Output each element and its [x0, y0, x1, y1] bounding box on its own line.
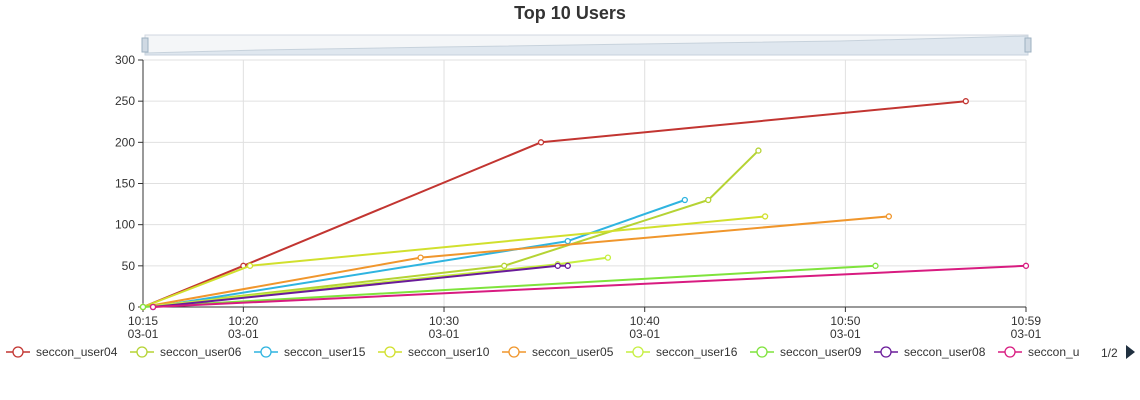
legend-marker-icon — [508, 346, 520, 358]
data-point[interactable] — [537, 139, 545, 146]
data-point[interactable] — [1022, 262, 1030, 269]
x-tick-label-time: 10:30 — [429, 314, 459, 328]
y-tick-label: 150 — [115, 177, 135, 191]
legend-pager: 1/2 — [1101, 345, 1135, 360]
legend-item[interactable]: seccon_user05 — [502, 345, 614, 359]
data-zoom-right-handle[interactable] — [1024, 37, 1032, 53]
legend-label: seccon_user16 — [656, 345, 738, 359]
legend-item[interactable]: seccon_user09 — [750, 345, 862, 359]
legend-item[interactable]: seccon_user06 — [130, 345, 242, 359]
x-tick-label-date: 03-01 — [228, 327, 259, 341]
y-tick-label: 0 — [128, 300, 135, 314]
data-point[interactable] — [872, 262, 879, 269]
x-tick-label-time: 10:50 — [830, 314, 860, 328]
data-point[interactable] — [681, 196, 688, 204]
data-point[interactable] — [149, 303, 157, 311]
legend-label: seccon_user10 — [408, 345, 490, 359]
data-zoom-overview-area — [144, 35, 1029, 56]
x-tick-label-time: 10:59 — [1011, 314, 1041, 328]
y-tick-label: 50 — [122, 259, 136, 273]
series-layer — [139, 98, 1030, 311]
data-point[interactable] — [962, 98, 969, 105]
y-tick-label: 300 — [115, 53, 135, 67]
data-zoom-slider[interactable] — [141, 34, 1032, 56]
legend-marker-icon — [880, 346, 892, 358]
legend-page-indicator: 1/2 — [1101, 346, 1118, 360]
series-seccon_user15 — [149, 196, 688, 311]
x-tick-label-date: 03-01 — [429, 327, 460, 341]
x-tick-label-date: 03-01 — [629, 327, 660, 341]
data-point[interactable] — [564, 237, 571, 245]
chart-title: Top 10 Users — [514, 3, 626, 23]
y-tick-label: 250 — [115, 94, 135, 108]
data-point[interactable] — [501, 262, 508, 269]
data-zoom-left-handle[interactable] — [141, 37, 149, 53]
series-line — [152, 264, 1027, 308]
legend-item[interactable]: seccon_user04 — [6, 345, 118, 359]
legend-item[interactable]: seccon_user16 — [626, 345, 738, 359]
legend-marker-icon — [756, 346, 768, 358]
series-seccon_user06 — [139, 147, 762, 311]
legend-label: seccon_user08 — [904, 345, 986, 359]
series-line — [142, 100, 966, 308]
data-point[interactable] — [564, 262, 571, 269]
x-tick-label-time: 10:20 — [228, 314, 258, 328]
legend-marker-icon — [136, 346, 148, 358]
legend-label: seccon_user09 — [780, 345, 862, 359]
legend-label: seccon_user06 — [160, 345, 242, 359]
series-seccon_user04 — [139, 98, 969, 311]
data-point[interactable] — [885, 213, 893, 220]
legend-item[interactable]: seccon_user08 — [874, 345, 986, 359]
x-tick-label-date: 03-01 — [128, 327, 159, 341]
data-point[interactable] — [705, 196, 712, 204]
data-point[interactable] — [246, 262, 254, 269]
legend-label: seccon_u — [1028, 345, 1079, 359]
legend-item[interactable]: seccon_user15 — [254, 345, 366, 359]
series-seccon_user10 — [139, 213, 769, 311]
legend-marker-icon — [632, 346, 644, 358]
legend-marker-icon — [1004, 346, 1016, 358]
legend-marker-icon — [260, 346, 272, 358]
series-seccon_user — [149, 262, 1030, 311]
data-point[interactable] — [554, 262, 561, 269]
x-tick-label-time: 10:15 — [128, 314, 158, 328]
x-tick-label-time: 10:40 — [630, 314, 660, 328]
x-tick-label-date: 03-01 — [830, 327, 861, 341]
y-tick-label: 100 — [115, 218, 135, 232]
legend-label: seccon_user05 — [532, 345, 614, 359]
x-tick-label-date: 03-01 — [1011, 327, 1042, 341]
series-line — [142, 149, 760, 308]
legend-marker-icon — [12, 346, 24, 358]
grid — [142, 59, 1027, 308]
legend-label: seccon_user04 — [36, 345, 118, 359]
legend-next-page-icon[interactable] — [1126, 345, 1135, 359]
data-point[interactable] — [139, 303, 147, 311]
series-seccon_user09 — [139, 262, 879, 311]
data-point[interactable] — [761, 213, 769, 220]
legend: seccon_user04 seccon_user06 seccon_user15 s… — [6, 345, 1079, 359]
axes: 05010015020025030010:1503-0110:2003-0110… — [115, 53, 1042, 341]
data-point[interactable] — [755, 147, 762, 154]
data-point[interactable] — [417, 254, 424, 261]
series-line — [142, 264, 876, 308]
data-point[interactable] — [604, 254, 612, 261]
legend-label: seccon_user15 — [284, 345, 366, 359]
y-tick-label: 200 — [115, 135, 135, 149]
legend-item[interactable]: seccon_user10 — [378, 345, 490, 359]
legend-item[interactable]: seccon_u — [998, 345, 1079, 359]
legend-marker-icon — [384, 346, 396, 358]
